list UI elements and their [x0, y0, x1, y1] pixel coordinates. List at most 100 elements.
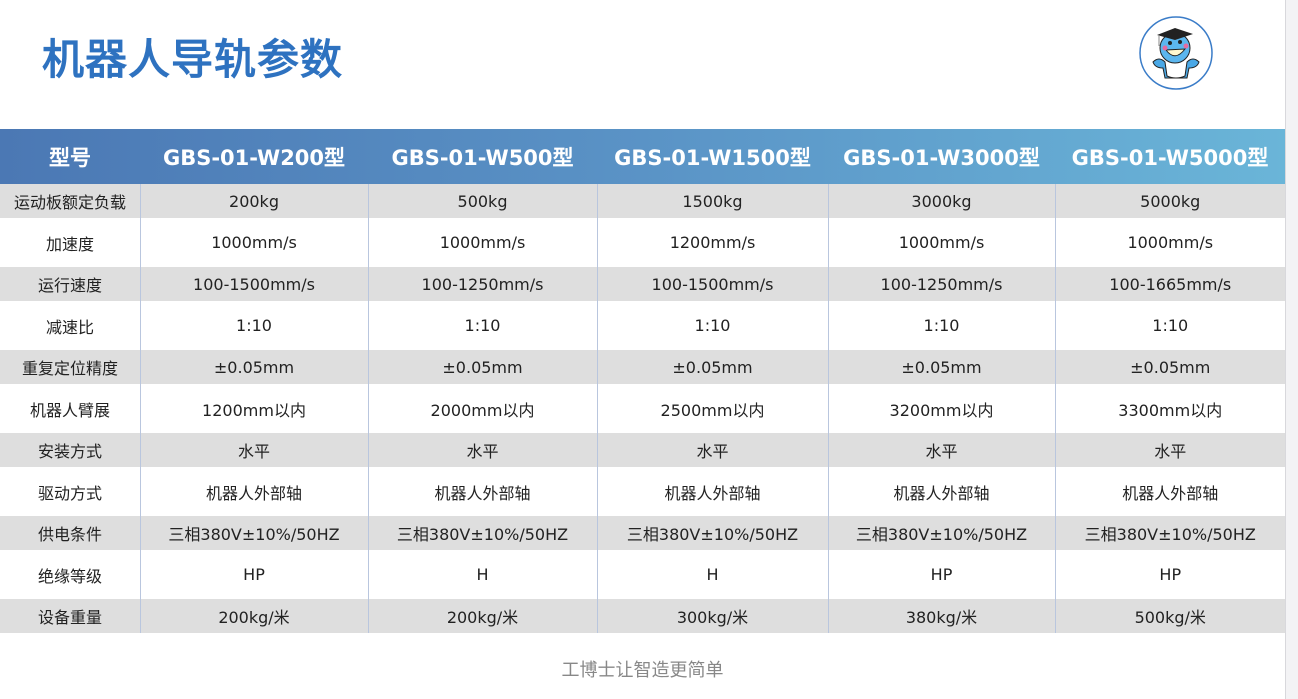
table-row: 驱动方式 机器人外部轴 机器人外部轴 机器人外部轴 机器人外部轴 机器人外部轴 — [0, 467, 1285, 516]
table-cell: 3200mm以内 — [827, 384, 1055, 433]
table-cell: 机器人外部轴 — [139, 467, 368, 516]
table-cell: H — [367, 550, 597, 599]
table-cell: ±0.05mm — [139, 350, 368, 384]
row-label: 安装方式 — [37, 442, 102, 461]
table-cell: ±0.05mm — [827, 350, 1055, 384]
table-cell: HP — [139, 550, 368, 599]
table-cell: 300kg/米 — [596, 599, 828, 633]
table-cell: 1500kg — [596, 184, 828, 218]
table-cell: 1000mm/s — [139, 218, 368, 267]
table-cell: ±0.05mm — [367, 350, 597, 384]
table-row: 安装方式 水平 水平 水平 水平 水平 — [0, 433, 1285, 467]
table-cell: 水平 — [596, 433, 828, 467]
table-row: 重复定位精度 ±0.05mm ±0.05mm ±0.05mm ±0.05mm ±0.05m… — [0, 350, 1285, 384]
table-cell: 三相380V±10%/50HZ — [367, 516, 597, 550]
header-col: GBS-01-W200型 — [162, 145, 346, 170]
table-row: 绝缘等级 HP H H HP HP — [0, 550, 1285, 599]
table-cell: 1:10 — [596, 301, 828, 350]
header-col: GBS-01-W3000型 — [843, 145, 1040, 170]
row-label-cell: 运动板额定负载 — [0, 184, 140, 218]
table-cell: 500kg/米 — [1054, 599, 1285, 633]
table-row: 机器人臂展 1200mm以内 2000mm以内 2500mm以内 3200mm以内 330… — [0, 384, 1285, 433]
row-label-cell: 绝缘等级 — [0, 550, 140, 599]
row-label: 减速比 — [45, 317, 94, 337]
row-label: 重复定位精度 — [21, 359, 118, 378]
table-cell: 100-1500mm/s — [139, 267, 368, 301]
table-cell: HP — [1054, 550, 1285, 599]
page-title: 机器人导轨参数 — [42, 35, 344, 84]
table-row: 加速度 1000mm/s 1000mm/s 1200mm/s 1000mm/s 1000m… — [0, 218, 1285, 267]
table-cell: 2500mm以内 — [596, 384, 828, 433]
row-label-cell: 驱动方式 — [0, 467, 140, 516]
table-cell: 水平 — [827, 433, 1055, 467]
table-cell: 5000kg — [1054, 184, 1285, 218]
row-label: 驱动方式 — [37, 483, 102, 503]
table-cell: 100-1250mm/s — [827, 267, 1055, 301]
table-cell: 三相380V±10%/50HZ — [596, 516, 828, 550]
table-cell: ±0.05mm — [596, 350, 828, 384]
row-label: 供电条件 — [37, 525, 102, 544]
table-cell: 机器人外部轴 — [827, 467, 1055, 516]
table-cell: 水平 — [1054, 433, 1285, 467]
doctor-mascot-logo-icon — [1139, 16, 1213, 90]
table-header-row: 型号 GBS-01-W200型 GBS-01-W500型 GBS-01-W150… — [0, 129, 1285, 184]
row-label: 运动板额定负载 — [13, 193, 126, 212]
table-cell: 1:10 — [367, 301, 597, 350]
header-col: GBS-01-W1500型 — [614, 145, 811, 170]
row-label: 加速度 — [45, 234, 94, 254]
table-cell: 1000mm/s — [367, 218, 597, 267]
header-model: 型号 — [49, 145, 91, 170]
table-row: 运行速度 100-1500mm/s 100-1250mm/s 100-1500mm/s… — [0, 267, 1285, 301]
table-cell: HP — [827, 550, 1055, 599]
row-label-cell: 机器人臂展 — [0, 384, 140, 433]
spec-table: 型号 GBS-01-W200型 GBS-01-W500型 GBS-01-W150… — [0, 129, 1285, 633]
table-cell: 1200mm/s — [596, 218, 828, 267]
table-cell: 200kg/米 — [367, 599, 597, 633]
table-cell: 3000kg — [827, 184, 1055, 218]
table-cell: 水平 — [139, 433, 368, 467]
table-cell: 水平 — [367, 433, 597, 467]
row-label-cell: 设备重量 — [0, 599, 140, 633]
row-label: 绝缘等级 — [37, 566, 102, 586]
row-label: 运行速度 — [37, 276, 102, 295]
table-cell: 100-1250mm/s — [367, 267, 597, 301]
table-cell: 1000mm/s — [827, 218, 1055, 267]
table-cell: 三相380V±10%/50HZ — [1054, 516, 1285, 550]
header-col: GBS-01-W5000型 — [1071, 145, 1269, 170]
scrollbar-track[interactable] — [1285, 0, 1298, 699]
row-label: 设备重量 — [37, 608, 102, 627]
table-cell: H — [596, 550, 828, 599]
table-cell: 200kg/米 — [139, 599, 368, 633]
table-cell: 500kg — [367, 184, 597, 218]
table-cell: 机器人外部轴 — [596, 467, 828, 516]
table-cell: 1200mm以内 — [139, 384, 368, 433]
row-label-cell: 运行速度 — [0, 267, 140, 301]
header-col: GBS-01-W500型 — [391, 145, 574, 170]
row-label-cell: 安装方式 — [0, 433, 140, 467]
table-cell: ±0.05mm — [1054, 350, 1285, 384]
table-cell: 三相380V±10%/50HZ — [139, 516, 368, 550]
footer-slogan: 工博士让智造更简单 — [561, 660, 724, 681]
table-cell: 3300mm以内 — [1054, 384, 1285, 433]
table-row: 供电条件 三相380V±10%/50HZ 三相380V±10%/50HZ 三相380V… — [0, 516, 1285, 550]
table-cell: 机器人外部轴 — [367, 467, 597, 516]
table-cell: 2000mm以内 — [367, 384, 597, 433]
table-row: 减速比 1:10 1:10 1:10 1:10 1:10 — [0, 301, 1285, 350]
table-cell: 1:10 — [1054, 301, 1285, 350]
table-cell: 380kg/米 — [827, 599, 1055, 633]
row-label-cell: 加速度 — [0, 218, 140, 267]
table-row: 运动板额定负载 200kg 500kg 1500kg 3000kg 5000kg — [0, 184, 1285, 218]
table-cell: 1:10 — [139, 301, 368, 350]
row-label-cell: 供电条件 — [0, 516, 140, 550]
row-label-cell: 减速比 — [0, 301, 140, 350]
table-cell: 100-1665mm/s — [1054, 267, 1285, 301]
table-cell: 1:10 — [827, 301, 1055, 350]
table-cell: 1000mm/s — [1054, 218, 1285, 267]
row-label-cell: 重复定位精度 — [0, 350, 140, 384]
table-cell: 200kg — [139, 184, 368, 218]
row-label: 机器人臂展 — [29, 400, 110, 420]
table-cell: 三相380V±10%/50HZ — [827, 516, 1055, 550]
table-cell: 100-1500mm/s — [596, 267, 828, 301]
table-row: 设备重量 200kg/米 200kg/米 300kg/米 380kg/米 500kg/米 — [0, 599, 1285, 633]
